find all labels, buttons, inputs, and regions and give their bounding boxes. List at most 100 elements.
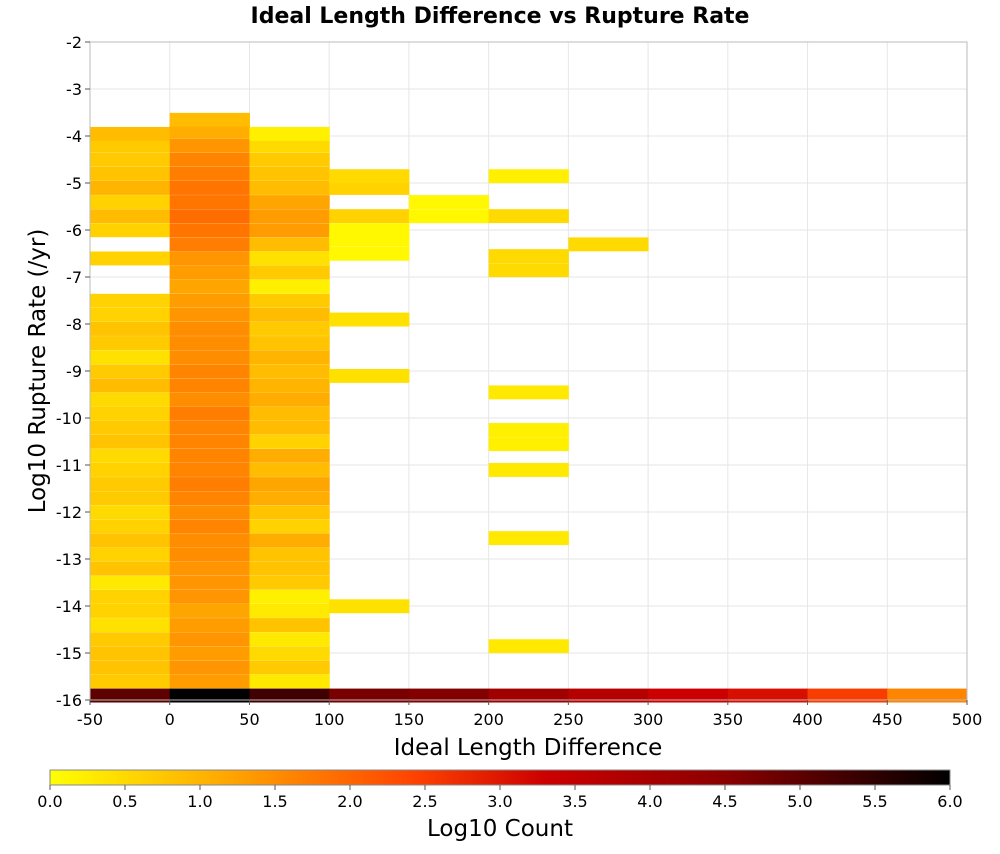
heatmap-cell-5-9 [488,209,569,224]
x-axis-label: Ideal Length Difference [394,735,663,761]
colorbar [49,769,951,786]
heatmap-cell-2-10 [249,547,330,562]
heatmap-cell-2-16 [249,462,330,477]
y-tick-label-1: -3 [66,80,82,99]
heatmap-cell-1-38 [169,152,250,167]
heatmap-cell-2-29 [249,279,330,294]
heatmap-cell-1-6 [169,603,250,618]
heatmap-cell-1-0 [169,688,250,703]
colorbar-tick-label-9: 4.5 [712,792,737,811]
heatmap-cell-0-17 [90,448,171,463]
x-tick-label-3: 100 [314,710,345,729]
heatmap-cell-2-18 [249,434,330,449]
y-tick-label-12: -14 [56,597,82,616]
heatmap-cell-0-25 [90,336,171,351]
heatmap-cell-1-25 [169,336,250,351]
heatmap-cell-0-32 [90,195,171,210]
heatmap-cell-0-15 [90,477,171,492]
heatmap-cell-2-33 [249,223,330,238]
heatmap-cell-2-20 [249,406,330,421]
y-tick-label-0: -2 [66,33,82,52]
y-axis-ticks: -2 -3 -4 -5 -6 -7 -8 -9 -10 -11 -12 -13 -14 -15 -16 [56,33,90,710]
heatmap-cell-3-4 [329,246,410,261]
heatmap-cell-2-21 [249,392,330,407]
heatmap-cell-2-8 [249,575,330,590]
heatmap-cell-1-37 [169,166,250,181]
heatmap-cell-0-4 [90,632,171,647]
heatmap-cell-4-2 [408,195,490,210]
heatmap-cell-1-12 [169,519,250,534]
x-tick-label-4: 150 [394,710,425,729]
y-tick-label-11: -13 [56,550,82,569]
heatmap-cell-0-12 [90,519,171,534]
heatmap-cell-2-0 [249,688,330,703]
heatmap-cell-0-29 [90,251,171,266]
heatmap-cell-6-0 [568,688,649,703]
heatmap-cell-0-28 [90,293,171,308]
colorbar-tick-label-4: 2.0 [337,792,362,811]
heatmap-cell-0-31 [90,209,171,224]
heatmap-cell-2-19 [249,420,330,435]
heatmap-cell-1-3 [169,646,250,661]
heatmap-cell-1-1 [169,674,250,689]
heatmap-cell-2-11 [249,533,330,548]
colorbar-tick-label-5: 2.5 [412,792,437,811]
heatmap-cell-3-8 [329,180,410,195]
heatmap-cell-1-26 [169,321,250,336]
colorbar-tick-label-2: 1.0 [187,792,212,811]
heatmap-cell-3-3 [329,312,410,327]
heatmap-cell-5-7 [488,263,569,278]
heatmap-cell-2-15 [249,477,330,492]
heatmap-cell-2-36 [249,180,330,195]
heatmap-cell-2-26 [249,321,330,336]
heatmap-cell-1-22 [169,378,250,393]
heatmap-cell-0-33 [90,180,171,195]
x-tick-label-10: 450 [872,710,903,729]
heatmap-cell-2-27 [249,307,330,322]
heatmap-cell-0-21 [90,392,171,407]
heatmap-cell-0-11 [90,533,171,548]
heatmap-cell-0-37 [90,126,171,141]
heatmap-cell-0-3 [90,646,171,661]
heatmap-cell-2-35 [249,195,330,210]
heatmap-cell-1-11 [169,533,250,548]
heatmap-cell-1-28 [169,293,250,308]
heatmap-cell-1-39 [169,138,250,153]
heatmap-cell-1-21 [169,392,250,407]
heatmap-cell-0-22 [90,378,171,393]
heatmap-cell-2-25 [249,336,330,351]
heatmap-cell-2-4 [249,632,330,647]
colorbar-tick-label-6: 3.0 [487,792,512,811]
heatmap-cell-0-24 [90,350,171,365]
heatmap-cell-5-10 [488,169,569,184]
heatmap-cells [90,112,968,703]
heatmap-cell-2-6 [249,603,330,618]
colorbar-tick-label-1: 0.5 [112,792,137,811]
x-tick-label-7: 300 [633,710,664,729]
heatmap-cell-1-17 [169,448,250,463]
heatmap-cell-2-40 [249,126,330,141]
x-axis-ticks: -50 0 50 100 150 200 250 300 350 400 450 500 [77,700,982,729]
colorbar-tick-label-0: 0.0 [37,792,62,811]
heatmap-cell-0-1 [90,674,171,689]
heatmap-cell-8-0 [727,688,809,703]
colorbar-label: Log10 Count [427,816,573,842]
heatmap-cell-1-4 [169,632,250,647]
heatmap-cell-1-41 [169,112,250,127]
x-tick-label-8: 350 [713,710,744,729]
heatmap-cell-1-13 [169,505,250,520]
heatmap-cell-5-4 [488,437,569,452]
heatmap-cell-1-14 [169,491,250,506]
colorbar-ticks: 0.0 0.5 1.0 1.5 2.0 2.5 3.0 3.5 4.0 4.5 5.0 5.5 6.0 [37,785,963,811]
heatmap-cell-1-31 [169,251,250,266]
heatmap-cell-0-34 [90,166,171,181]
y-tick-label-14: -16 [56,691,82,710]
heatmap-cell-9-0 [807,688,888,703]
heatmap-cell-0-36 [90,138,171,153]
heatmap-cell-1-18 [169,434,250,449]
heatmap-cell-2-3 [249,646,330,661]
heatmap-cell-1-35 [169,195,250,210]
heatmap-cell-2-32 [249,237,330,252]
heatmap-cell-1-36 [169,180,250,195]
colorbar-tick-label-10: 5.0 [787,792,812,811]
